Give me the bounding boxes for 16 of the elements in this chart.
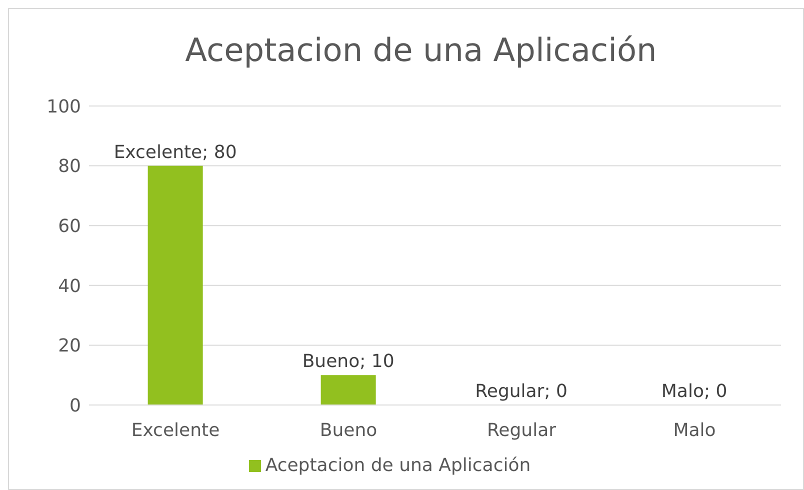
data-label: Regular; 0 [475, 381, 568, 402]
x-tick-label: Bueno [320, 420, 378, 441]
x-tick-label: Regular [486, 420, 557, 441]
data-label: Excelente; 80 [114, 142, 237, 163]
legend-label: Aceptacion de una Aplicación [265, 455, 531, 476]
y-tick-label: 20 [58, 336, 81, 357]
x-tick-label: Malo [673, 420, 716, 441]
y-tick-label: 0 [70, 395, 81, 416]
y-tick-label: 80 [58, 156, 81, 178]
y-tick-label: 40 [58, 276, 81, 297]
y-tick-label: 100 [46, 96, 81, 118]
data-label: Bueno; 10 [302, 351, 394, 372]
data-label: Malo; 0 [661, 381, 728, 402]
chart-title: Aceptacion de una Aplicación [184, 30, 658, 71]
y-tick-label: 60 [58, 216, 81, 237]
x-tick-label: Excelente [131, 420, 220, 441]
